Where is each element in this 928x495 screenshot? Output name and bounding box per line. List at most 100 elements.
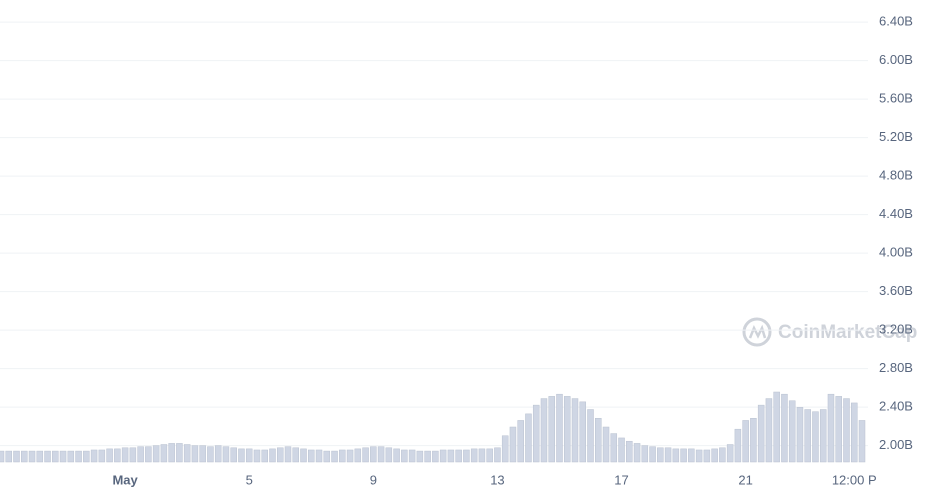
volume-bar	[850, 402, 858, 463]
volume-bar	[579, 401, 587, 463]
volume-bar	[370, 446, 377, 463]
volume-bar	[773, 391, 780, 463]
volume-bar	[393, 448, 400, 463]
volume-bar	[377, 446, 385, 463]
volume-bar	[121, 447, 129, 463]
y-tick-label: 2.00B	[879, 437, 913, 452]
volume-bar	[587, 409, 594, 463]
x-tick-label: 13	[490, 472, 504, 487]
volume-bar	[152, 445, 160, 463]
volume-bar	[595, 418, 602, 463]
volume-bar	[222, 446, 230, 463]
volume-bar	[633, 443, 641, 463]
volume-bar	[796, 407, 804, 463]
volume-bar	[618, 437, 625, 463]
plot: 2.00B 2.40B 2.80B 3.20B 3.60B 4.00B 4.40B 4.80B…	[0, 14, 913, 487]
volume-bar	[734, 428, 742, 463]
x-tick-label: 9	[370, 472, 377, 487]
volume-bar	[540, 398, 548, 463]
volume-bar	[757, 404, 765, 463]
volume-bar	[664, 447, 672, 463]
y-tick-label: 3.60B	[879, 283, 913, 298]
volume-bar	[470, 448, 478, 463]
volume-bar	[0, 450, 5, 463]
volume-bar	[261, 449, 268, 463]
volume-bar	[649, 446, 656, 463]
volume-bar	[819, 409, 827, 463]
volume-bar	[114, 448, 121, 463]
volume-bar	[525, 413, 532, 463]
volume-bar	[230, 447, 237, 463]
volume-bar	[563, 396, 571, 463]
volume-bar	[804, 409, 811, 463]
volume-bar	[59, 450, 67, 463]
y-tick-label: 2.80B	[879, 360, 913, 375]
volume-bar	[548, 396, 555, 463]
volume-bar	[835, 396, 842, 463]
volume-bar	[858, 420, 866, 463]
volume-bar	[98, 449, 106, 463]
volume-bar	[742, 420, 749, 463]
volume-bar	[308, 449, 315, 463]
volume-bar	[214, 445, 222, 463]
volume-bar	[44, 450, 51, 463]
volume-bar	[401, 449, 408, 463]
volume-bar	[688, 448, 695, 463]
watermark: CoinMarketCap	[778, 322, 917, 343]
volume-bar	[207, 446, 214, 463]
volume-bar	[106, 448, 113, 463]
volume-bar	[137, 446, 144, 463]
volume-bar	[827, 393, 835, 463]
y-tick-label: 6.40B	[879, 14, 913, 29]
volume-bar	[276, 447, 284, 463]
volume-bar	[532, 404, 540, 463]
y-tick-label: 4.80B	[879, 168, 913, 183]
volume-bar	[331, 450, 338, 463]
volume-bar	[67, 450, 75, 463]
volume-bar	[765, 398, 773, 463]
volume-bar	[90, 449, 98, 463]
volume-bar	[703, 449, 711, 463]
x-tick-label: 21	[738, 472, 752, 487]
y-tick-label: 5.20B	[879, 129, 913, 144]
volume-bar	[315, 449, 323, 463]
volume-bar	[719, 447, 726, 463]
y-tick-label: 6.00B	[879, 52, 913, 67]
volume-bar	[346, 449, 354, 463]
volume-bar	[385, 447, 393, 463]
volume-bar	[672, 448, 680, 463]
volume-bar	[750, 418, 757, 463]
volume-bar	[509, 426, 517, 463]
y-tick-label: 4.40B	[879, 206, 913, 221]
volume-bar	[416, 450, 424, 463]
volume-bar	[21, 450, 28, 463]
volume-bar	[28, 450, 36, 463]
volume-bar	[432, 450, 439, 463]
volume-bar	[571, 398, 579, 463]
volume-bar	[292, 447, 300, 463]
volume-bar	[626, 440, 633, 463]
volume-bar	[354, 448, 362, 463]
volume-bar	[726, 444, 734, 463]
logo-circle	[742, 317, 772, 347]
volume-bar	[199, 445, 206, 463]
volume-bar	[455, 449, 462, 463]
volume-bar	[695, 449, 703, 463]
volume-bar	[486, 448, 493, 463]
volume-bar	[408, 449, 416, 463]
volume-bar	[323, 450, 331, 463]
volume-bar	[183, 444, 191, 463]
volume-bar	[517, 420, 524, 463]
y-tick-label: 5.60B	[879, 91, 913, 106]
volume-bar	[300, 448, 307, 463]
volume-bar	[788, 400, 796, 463]
volume-bar	[657, 447, 664, 463]
x-tick-label: 5	[246, 472, 253, 487]
x-tick-label: 17	[614, 472, 628, 487]
x-tick-label: May	[112, 472, 138, 487]
y-tick-label: 2.40B	[879, 399, 913, 414]
volume-bar	[160, 444, 168, 463]
volume-bar	[238, 448, 245, 463]
logo-mark	[748, 324, 767, 339]
